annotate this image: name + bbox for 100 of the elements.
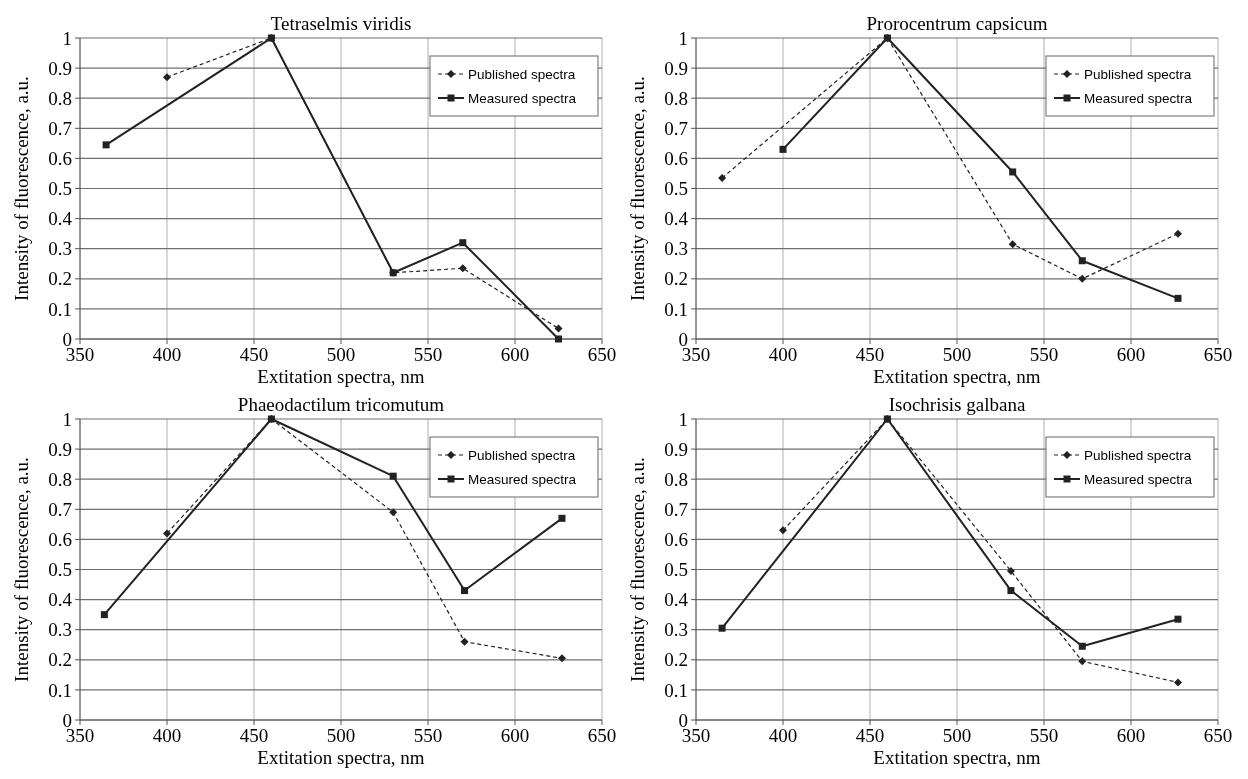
x-axis-title: Extitation spectra, nm (257, 366, 425, 387)
y-tick-label: 0.6 (664, 148, 688, 170)
x-tick-label: 650 (1203, 725, 1233, 746)
point (1078, 642, 1086, 650)
point (1173, 678, 1182, 687)
legend-label: Measured spectra (1084, 90, 1193, 106)
point (1009, 168, 1017, 176)
y-tick-label: 0.3 (48, 238, 72, 260)
y-tick-label: 0.9 (664, 57, 688, 79)
y-tick-label: 0.5 (664, 178, 688, 200)
point (1078, 657, 1087, 666)
legend-label: Published spectra (468, 66, 576, 82)
x-tick-label: 450 (239, 344, 269, 365)
point (458, 264, 467, 273)
point (1006, 567, 1015, 576)
point (389, 472, 397, 480)
y-axis-title: Intensity of fluorescence, a.u. (627, 76, 648, 301)
y-tick-label: 0.1 (48, 679, 72, 701)
x-tick-label: 600 (500, 725, 530, 746)
x-tick-label: 500 (942, 344, 972, 365)
x-tick-label: 650 (587, 725, 617, 746)
y-tick-label: 0.2 (664, 268, 688, 290)
y-tick-label: 1 (678, 27, 688, 49)
x-tick-label: 400 (152, 725, 182, 746)
point (1007, 587, 1015, 595)
point (555, 335, 562, 343)
x-tick-label: 650 (1203, 344, 1233, 365)
legend-label: Measured spectra (1084, 471, 1193, 487)
y-tick-label: 0.6 (48, 148, 72, 170)
x-tick-label: 500 (326, 725, 356, 746)
point (779, 526, 787, 535)
point (1174, 294, 1182, 302)
x-tick-label: 650 (587, 344, 617, 365)
x-tick-label: 450 (239, 725, 269, 746)
y-tick-label: 0.5 (48, 559, 72, 581)
y-tick-label: 0.7 (48, 498, 72, 520)
point (267, 415, 275, 423)
x-tick-label: 500 (942, 725, 972, 746)
y-tick-label: 0.3 (664, 619, 688, 641)
x-tick-label: 400 (152, 344, 182, 365)
point (460, 637, 469, 646)
point (1078, 257, 1086, 265)
y-tick-label: 0.1 (48, 298, 72, 320)
y-tick-label: 0.3 (664, 238, 688, 260)
y-tick-label: 0.2 (48, 649, 72, 671)
y-tick-label: 1 (678, 408, 688, 430)
point (459, 239, 467, 247)
y-tick-label: 0.9 (664, 438, 688, 460)
chart-title: Tetraselmis viridis (270, 13, 412, 34)
y-tick-label: 0.4 (664, 589, 689, 611)
y-tick-label: 0.4 (664, 208, 689, 230)
x-tick-label: 600 (500, 344, 530, 365)
point (461, 587, 469, 595)
y-tick-label: 1 (62, 408, 72, 430)
x-tick-label: 450 (855, 725, 885, 746)
point (267, 34, 275, 42)
y-tick-label: 0.5 (48, 178, 72, 200)
y-tick-label: 0.7 (664, 498, 688, 520)
y-axis-title: Intensity of fluorescence, a.u. (11, 76, 32, 301)
y-tick-label: 0.6 (48, 529, 72, 551)
y-tick-label: 0.8 (664, 468, 688, 490)
legend-label: Published spectra (1084, 447, 1192, 463)
y-tick-label: 0.7 (664, 117, 688, 139)
y-tick-label: 0.3 (48, 619, 72, 641)
point (100, 611, 108, 619)
x-tick-label: 550 (413, 725, 443, 746)
y-tick-label: 0.9 (48, 438, 72, 460)
y-axis-title: Intensity of fluorescence, a.u. (11, 457, 32, 682)
x-axis-title: Extitation spectra, nm (873, 747, 1041, 768)
point (1173, 229, 1182, 238)
point (163, 73, 171, 82)
y-tick-label: 0.1 (664, 679, 688, 701)
legend-label: Published spectra (468, 447, 576, 463)
y-tick-label: 0.5 (664, 559, 688, 581)
y-tick-label: 0.8 (48, 87, 72, 109)
point (557, 654, 566, 663)
x-tick-label: 600 (1116, 725, 1146, 746)
y-tick-label: 0.6 (664, 529, 688, 551)
point (1174, 615, 1182, 623)
y-axis-title: Intensity of fluorescence, a.u. (627, 457, 648, 682)
point (779, 145, 787, 153)
legend-label: Published spectra (1084, 66, 1192, 82)
point (1008, 240, 1017, 249)
x-axis-title: Extitation spectra, nm (257, 747, 425, 768)
point (883, 34, 891, 42)
y-tick-label: 0.8 (48, 468, 72, 490)
x-tick-label: 550 (1029, 725, 1059, 746)
x-tick-label: 550 (413, 344, 443, 365)
point (554, 324, 563, 333)
y-tick-label: 0.8 (664, 87, 688, 109)
x-axis-title: Extitation spectra, nm (873, 366, 1041, 387)
point (718, 624, 726, 632)
y-tick-label: 1 (62, 27, 72, 49)
chart-title: Isochrisis galbana (888, 394, 1026, 415)
point (883, 415, 891, 423)
y-tick-label: 0.2 (664, 649, 688, 671)
legend-label: Measured spectra (468, 90, 577, 106)
point (558, 514, 566, 522)
chart-title: Phaeodactilum tricomutum (237, 394, 445, 415)
point (389, 269, 397, 277)
